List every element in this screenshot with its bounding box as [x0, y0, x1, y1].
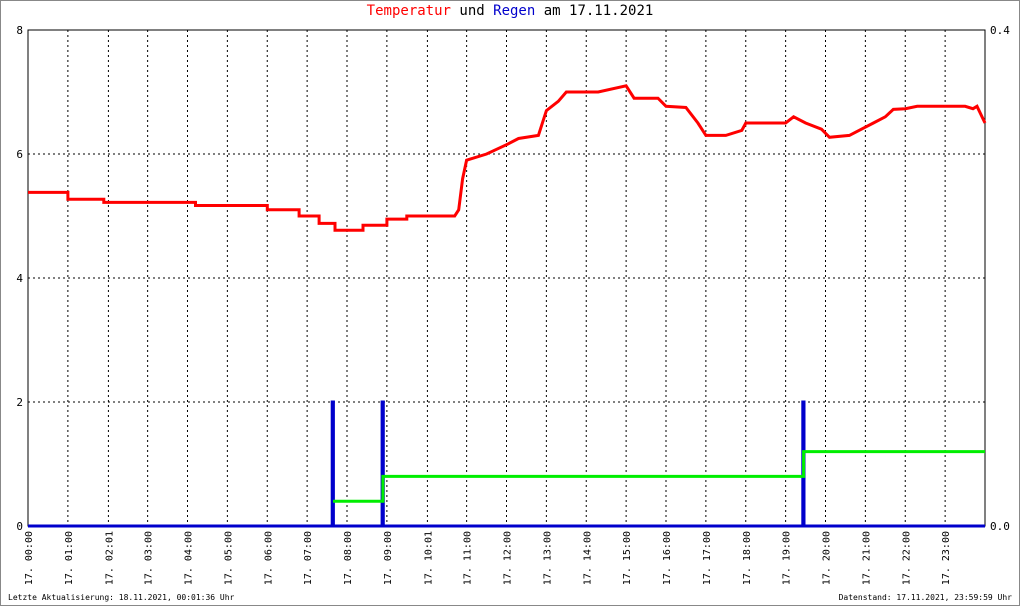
y-tick-label: 6	[16, 148, 23, 161]
x-tick-label: 17. 15:00	[622, 531, 633, 585]
x-tick-label: 17. 09:00	[383, 531, 394, 585]
x-tick-label: 17. 23:00	[941, 531, 952, 585]
x-tick-label: 17. 07:00	[303, 531, 314, 585]
x-tick-label: 17. 13:00	[542, 531, 553, 585]
footer-left: Letzte Aktualisierung: 18.11.2021, 00:01…	[8, 593, 235, 602]
title-part: Temperatur	[367, 3, 451, 19]
x-tick-label: 17. 06:00	[263, 531, 274, 585]
x-tick-label: 17. 14:00	[582, 531, 593, 585]
x-tick-label: 17. 05:00	[223, 531, 234, 585]
x-tick-label: 17. 11:00	[463, 531, 474, 585]
series-line	[28, 400, 985, 528]
footer-right: Datenstand: 17.11.2021, 23:59:59 Uhr	[839, 593, 1013, 602]
y2-tick-label: 0.4	[990, 24, 1010, 37]
y-tick-label: 0	[16, 520, 23, 533]
x-tick-label: 17. 04:00	[184, 531, 195, 585]
x-tick-label: 17. 19:00	[782, 531, 793, 585]
y-tick-label: 8	[16, 24, 23, 37]
x-tick-label: 17. 16:00	[662, 531, 673, 585]
chart-title: Temperatur und Regen am 17.11.2021	[367, 3, 654, 19]
x-tick-label: 17. 02:01	[104, 531, 115, 585]
x-tick-label: 17. 03:00	[144, 531, 155, 585]
title-part: und	[459, 3, 484, 19]
series-line	[28, 84, 987, 232]
x-tick-label: 17. 22:00	[901, 531, 912, 585]
title-part: am 17.11.2021	[544, 3, 654, 19]
y-tick-label: 4	[16, 272, 23, 285]
y2-tick-label: 0.0	[990, 520, 1010, 533]
x-tick-label: 17. 00:00	[24, 531, 35, 585]
x-tick-label: 17. 17:00	[702, 531, 713, 585]
y-tick-label: 2	[16, 396, 23, 409]
series-line	[333, 450, 985, 503]
x-tick-label: 17. 18:00	[742, 531, 753, 585]
x-tick-label: 17. 10:01	[423, 531, 434, 585]
x-tick-label: 17. 01:00	[64, 531, 75, 585]
x-tick-label: 17. 12:00	[503, 531, 514, 585]
x-tick-label: 17. 21:00	[861, 531, 872, 585]
title-part: Regen	[493, 3, 535, 19]
x-tick-label: 17. 08:00	[343, 531, 354, 585]
x-tick-label: 17. 20:00	[822, 531, 833, 585]
